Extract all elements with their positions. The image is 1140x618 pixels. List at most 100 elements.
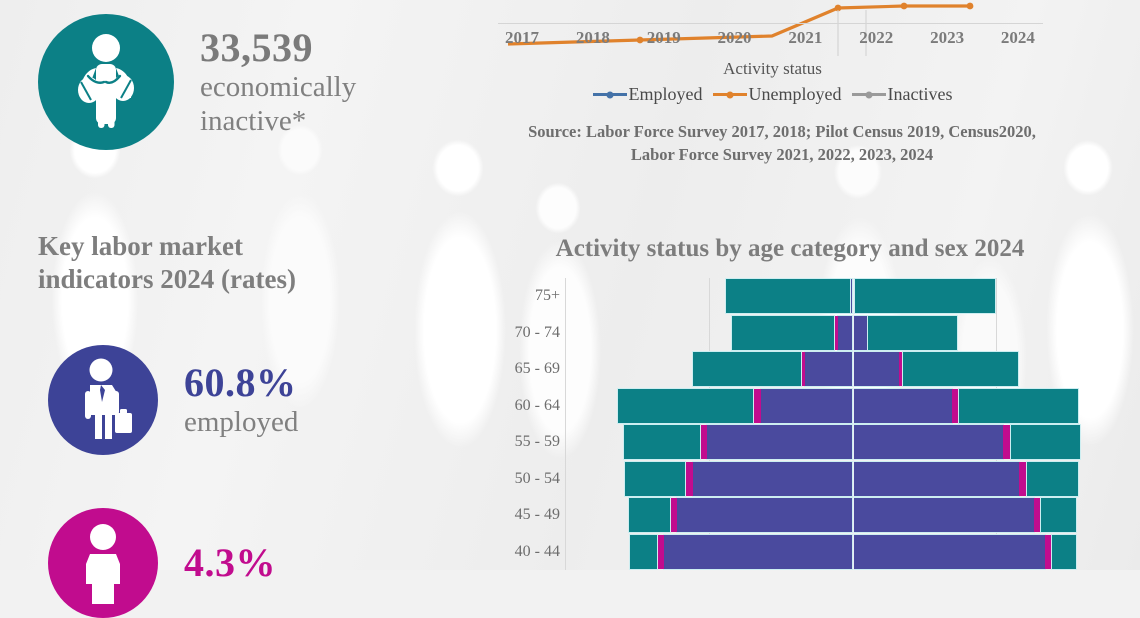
legend-item-employed[interactable]: Employed (592, 84, 703, 105)
year-label: 2017 (505, 28, 539, 47)
year-label: 2021 (788, 28, 823, 47)
bar-segment-employed-right (851, 497, 1035, 534)
bar-segment-inactive-left (628, 497, 671, 534)
bar-segment-inactive-left (622, 424, 701, 461)
pyramid-center-axis (852, 278, 854, 570)
year-label: 2020 (717, 28, 752, 47)
inactive-kpi-text: 33,539 economically inactive* (200, 24, 357, 138)
bar-segment-inactive-right (1040, 497, 1077, 534)
bar-segment-employed-left (804, 351, 854, 388)
legend-item-unemployed[interactable]: Unemployed (712, 84, 842, 105)
pyramid-plot-area (565, 278, 1140, 570)
bar-segment-unemployed-left (753, 388, 761, 423)
year-label: 2019 (646, 28, 681, 47)
bar-segment-unemployed-right (898, 352, 903, 387)
bar-segment-inactive-left (731, 314, 836, 351)
bar-segment-inactive-left (623, 460, 686, 497)
legend-label: Unemployed (748, 84, 842, 104)
key-indicators-heading: Key labor market indicators 2024 (rates) (38, 230, 368, 296)
year-label: 2022 (859, 28, 894, 47)
unemployed-kpi-text: 4.3% (184, 542, 276, 584)
bar-segment-unemployed-left (834, 315, 839, 350)
bar-segment-unemployed-left (699, 425, 708, 460)
unemployed-icon-circle (48, 508, 158, 618)
line-chart-axis (498, 23, 1043, 24)
year-label: 2024 (1000, 28, 1035, 47)
bar-segment-inactive-left (628, 533, 659, 570)
kpi-employed: 60.8% employed (48, 345, 298, 455)
pyramid-age-label: 75+ (534, 287, 560, 305)
bar-segment-inactive-right (1050, 533, 1078, 570)
bar-segment-unemployed-left (800, 352, 806, 387)
bar-segment-inactive-right (867, 314, 959, 351)
bar-segment-inactive-right (901, 351, 1019, 388)
pyramid-bar-row (565, 533, 1140, 570)
bar-segment-employed-right (851, 460, 1021, 497)
bar-segment-unemployed-left (684, 461, 693, 496)
legend-title: Activity status (723, 59, 822, 78)
activity-status-line-chart (470, 0, 1090, 58)
bar-segment-inactive-left (725, 278, 851, 315)
inactive-label-line1: economically (200, 70, 357, 103)
pyramid-bar-row (565, 460, 1140, 497)
unemployed-value: 4.3% (184, 540, 276, 585)
unemployed-line (507, 4, 970, 46)
bar-segment-employed-left (706, 424, 854, 461)
pyramid-bar-row (565, 351, 1140, 388)
pyramid-bar-row (565, 497, 1140, 534)
bar-segment-inactive-right (1009, 424, 1081, 461)
legend-label: Employed (628, 84, 703, 104)
pyramid-bar-row (565, 278, 1140, 315)
inactive-value: 33,539 (200, 24, 313, 70)
line-chart-legend: Employed Unemployed Inactives (470, 84, 1075, 105)
bar-segment-employed-left (676, 497, 854, 534)
employed-legend-swatch (592, 93, 627, 96)
bar-segment-inactive-left (617, 387, 755, 424)
bar-segment-employed-right (851, 533, 1047, 570)
pyramid-age-label: 40 - 44 (514, 542, 560, 560)
bar-segment-unemployed-left (657, 534, 665, 569)
bar-segment-unemployed-right (951, 388, 959, 423)
unemployed-marker (834, 4, 842, 12)
pyramid-age-label: 60 - 64 (514, 396, 560, 414)
bar-segment-inactive-left (691, 351, 802, 388)
bar-segment-inactive-right (957, 387, 1080, 424)
unemployed-marker (900, 2, 908, 10)
pyramid-age-label: 50 - 54 (514, 469, 560, 487)
employed-icon-circle (48, 345, 158, 455)
unemployed-legend-swatch (712, 93, 747, 96)
pyramid-gridline (565, 278, 566, 570)
source-line1: Source: Labor Force Survey 2017, 2018; P… (528, 122, 1036, 141)
pyramid-bar-row (565, 314, 1140, 351)
person-with-child-icon (78, 34, 134, 128)
year-axis-labels: 2017 2018 2019 2020 2021 2022 2023 2024 (505, 28, 1035, 48)
businessman-with-briefcase-icon (85, 358, 132, 439)
bar-segment-unemployed-right (1019, 461, 1028, 496)
bar-segment-employed-right (851, 278, 857, 315)
bar-segment-unemployed-right (1033, 498, 1042, 533)
employed-value: 60.8% (184, 359, 297, 405)
inactive-icon-circle (38, 14, 174, 150)
year-label: 2023 (930, 28, 965, 47)
bar-segment-employed-left (759, 387, 854, 424)
pyramid-bar-row (565, 424, 1140, 461)
pyramid-age-label: 65 - 69 (514, 360, 560, 378)
bar-segment-employed-right (851, 424, 1005, 461)
inactives-legend-swatch (851, 93, 886, 96)
pyramid-chart-title: Activity status by age category and sex … (555, 235, 1025, 262)
inactive-label-line2: inactive* (200, 105, 307, 137)
bar-segment-employed-right (851, 351, 900, 388)
bar-segment-employed-right (851, 387, 953, 424)
activity-status-pyramid-chart: 75+ 70 - 74 65 - 69 60 - 64 55 - 59 50 - 54 45… (440, 278, 1140, 570)
heading-line2: indicators 2024 (rates) (38, 263, 296, 294)
legend-item-inactives[interactable]: Inactives (851, 84, 952, 105)
year-label: 2018 (575, 28, 610, 47)
bar-segment-employed-left (848, 278, 854, 315)
bar-segment-inactive-right (854, 278, 996, 315)
unemployed-marker (966, 2, 974, 10)
line-chart-svg (507, 2, 974, 56)
source-note: Source: Labor Force Survey 2017, 2018; P… (462, 120, 1102, 167)
pyramid-age-label: 45 - 49 (514, 506, 560, 524)
kpi-unemployed: 4.3% (48, 508, 276, 618)
person-icon (86, 524, 120, 604)
